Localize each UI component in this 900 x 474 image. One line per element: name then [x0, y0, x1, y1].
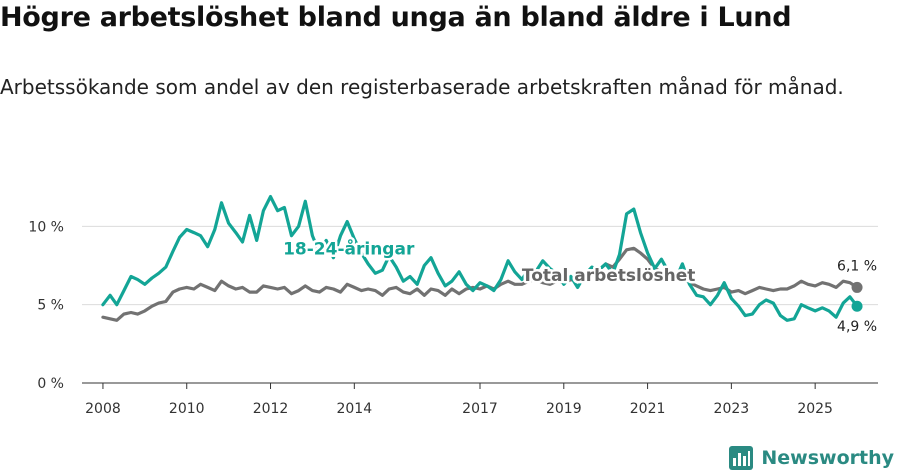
chart-subtitle: Arbetssökande som andel av den registerb…	[0, 75, 844, 99]
series-line-youth	[101, 195, 859, 322]
x-tick-label: 2025	[797, 401, 833, 417]
series-label-total: Total arbetslöshet	[522, 266, 696, 286]
x-tick-label: 2014	[336, 401, 372, 417]
end-label-youth: 4,9 %	[837, 319, 877, 335]
series-label-youth: 18-24-åringar	[283, 238, 415, 260]
x-tick-label: 2019	[546, 401, 582, 417]
series-endpoint-youth	[851, 300, 863, 312]
brand-name: Newsworthy	[761, 447, 894, 469]
series-line-total	[101, 246, 859, 322]
x-tick-label: 2008	[85, 401, 121, 417]
end-label-total: 6,1 %	[837, 258, 877, 274]
brand-logo: Newsworthy	[728, 445, 894, 471]
x-tick-label: 2023	[714, 401, 750, 417]
y-tick-label: 0 %	[37, 376, 64, 392]
x-tick-label: 2021	[630, 401, 666, 417]
y-tick-label: 5 %	[37, 298, 64, 314]
chart-title: Högre arbetslöshet bland unga än bland ä…	[0, 2, 792, 33]
x-tick-label: 2017	[462, 401, 498, 417]
y-tick-label: 10 %	[28, 219, 64, 235]
x-tick-label: 2012	[253, 401, 289, 417]
series-endpoint-total	[851, 281, 863, 293]
x-tick-label: 2010	[169, 401, 205, 417]
newsworthy-logo-icon	[729, 446, 754, 470]
